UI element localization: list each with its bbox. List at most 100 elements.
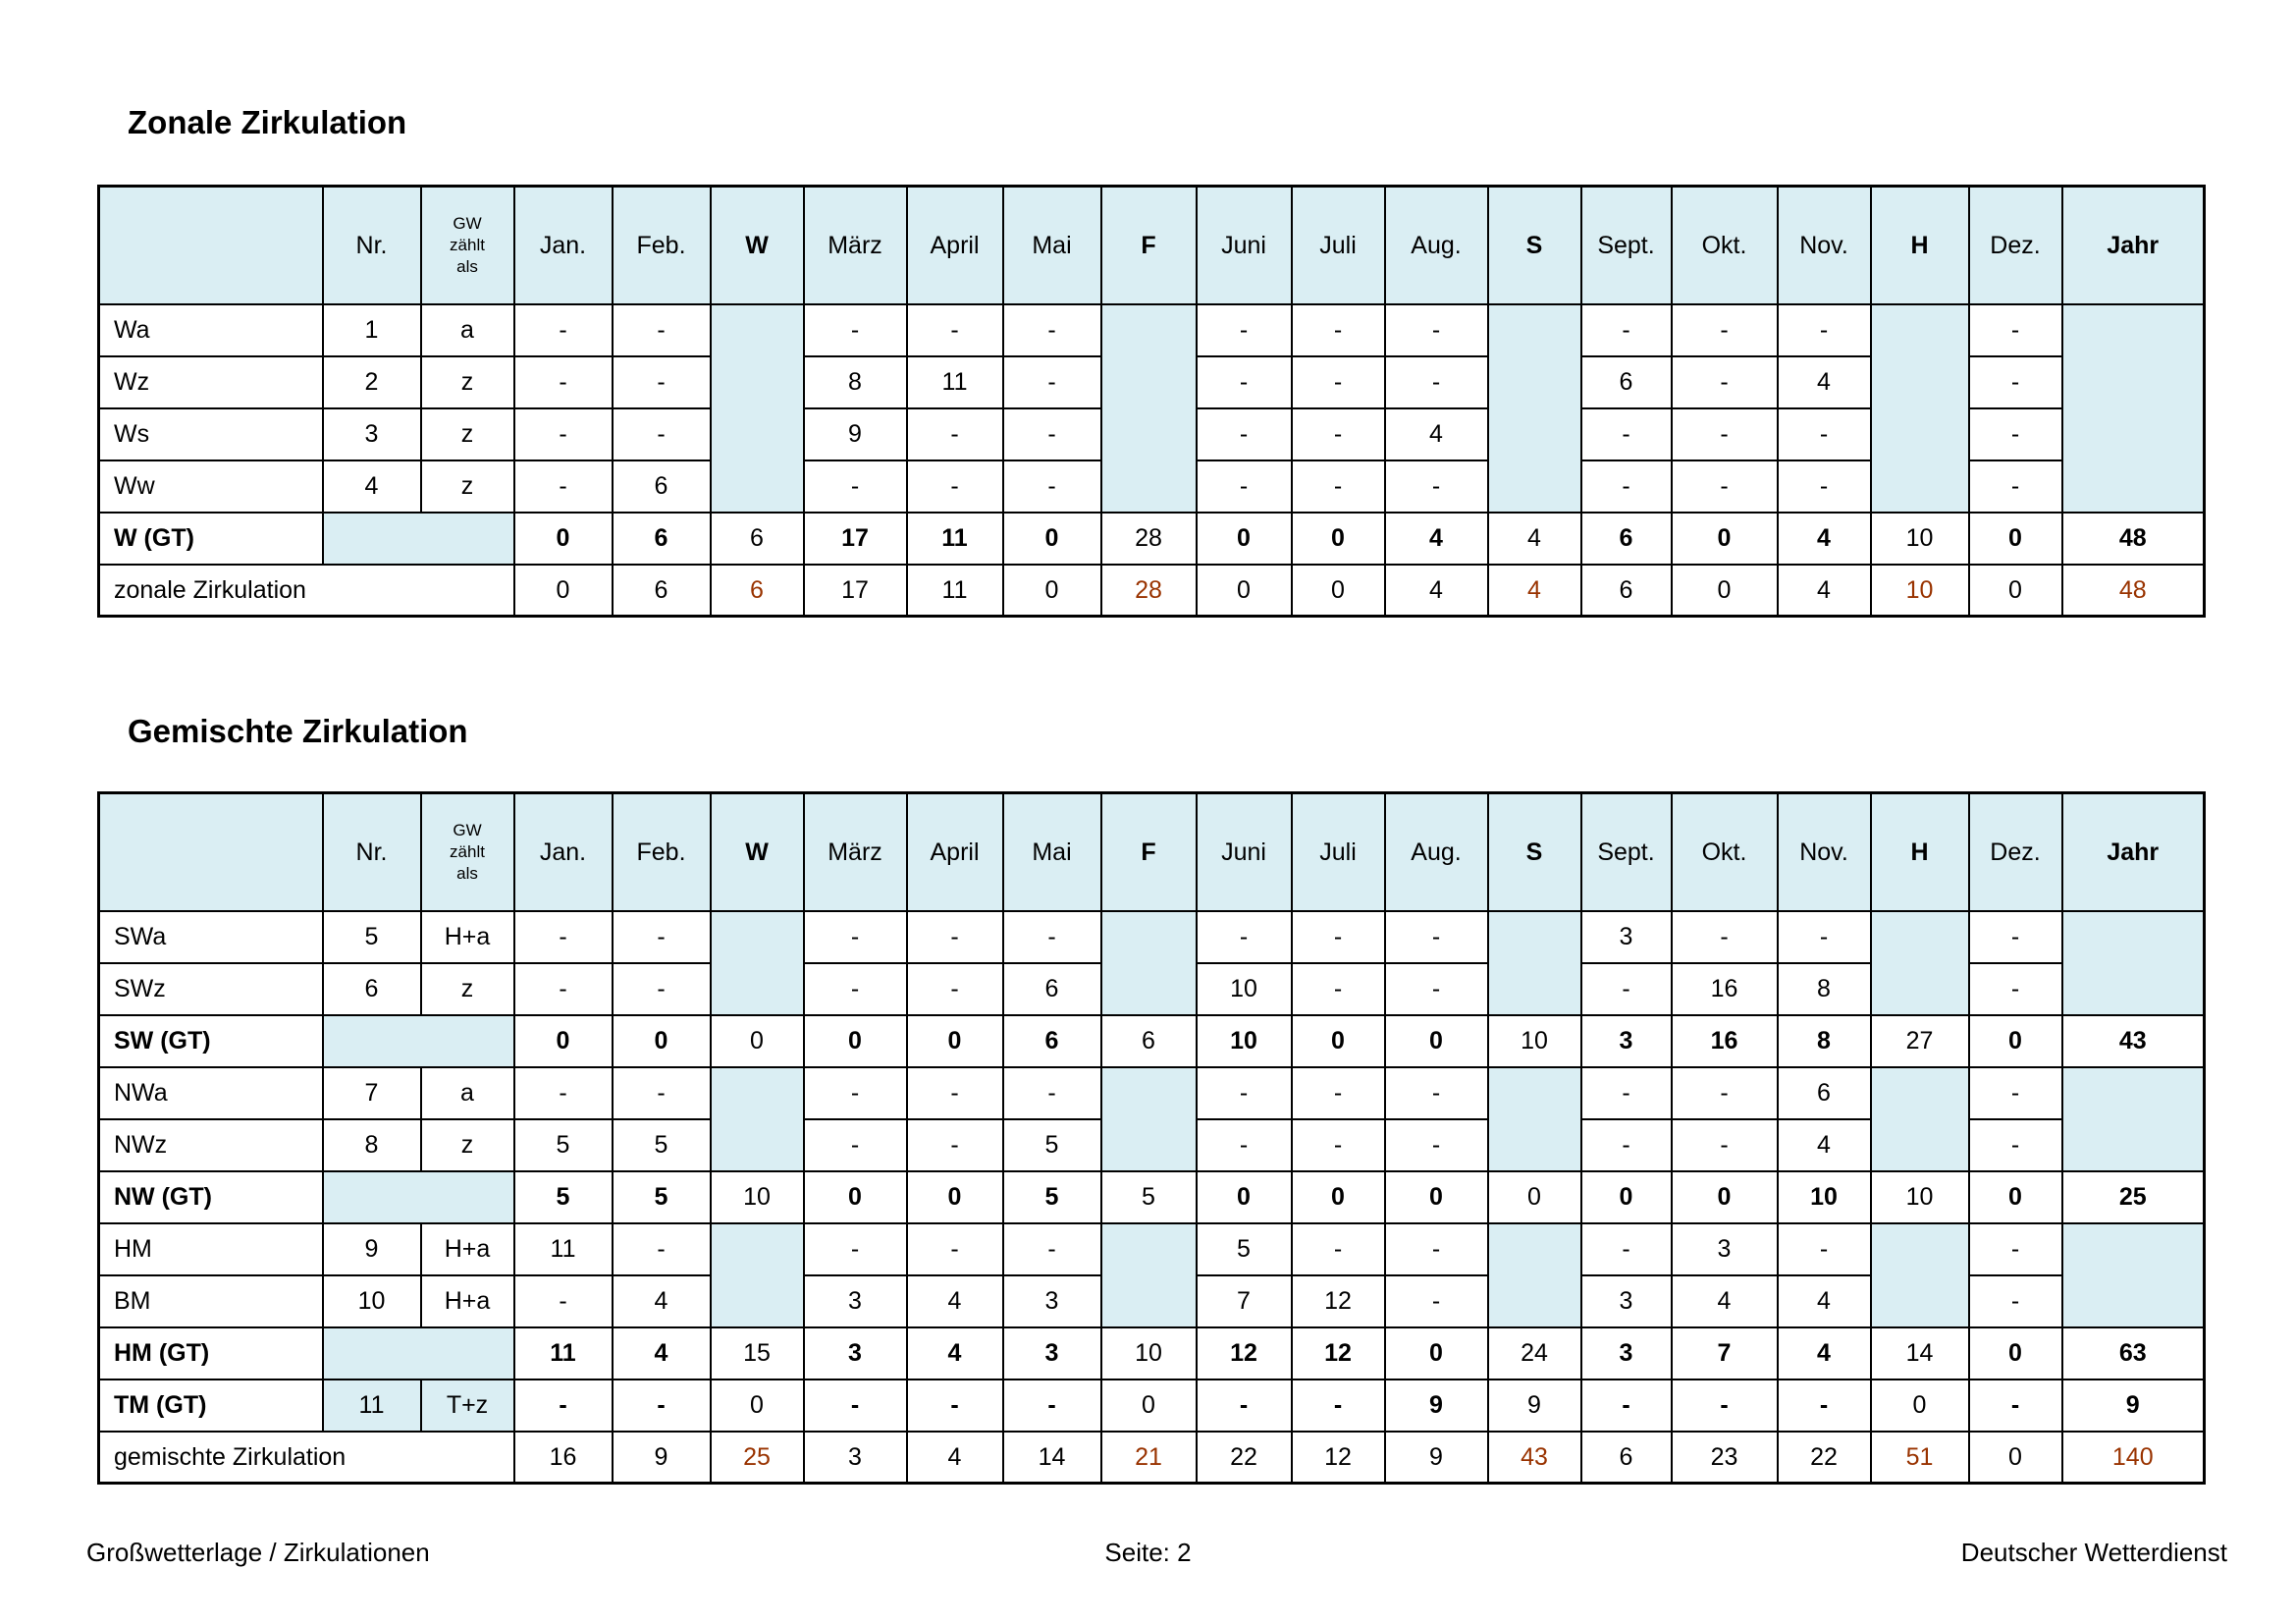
month-value-cell: - — [802, 459, 908, 514]
month-value-cell: 0 — [1670, 511, 1779, 566]
month-value-cell: 3 — [1670, 1221, 1779, 1276]
month-value-cell: - — [905, 909, 1004, 964]
season-value-cell: 10 — [1486, 1013, 1582, 1068]
section-title-gemischte: Gemischte Zirkulation — [128, 713, 468, 749]
jahr-spacer-cell — [2060, 909, 2206, 1016]
month-value-cell: - — [1776, 406, 1872, 461]
month-value-cell: - — [1290, 909, 1386, 964]
month-value-cell: 17 — [802, 563, 908, 618]
month-value-cell: - — [1579, 961, 1673, 1016]
month-value-cell: 0 — [1967, 563, 2063, 618]
nr-gw-spacer-cell — [321, 1013, 515, 1068]
month-value-cell: - — [1776, 459, 1872, 514]
jahr-spacer-cell — [2060, 302, 2206, 514]
month-value-cell: 8 — [1776, 1013, 1872, 1068]
nr-cell: 1 — [321, 302, 422, 357]
section-title-zonale: Zonale Zirkulation — [128, 104, 407, 140]
month-value-cell: - — [802, 1221, 908, 1276]
month-value-cell: 9 — [611, 1430, 712, 1485]
col-header-feb: Feb. — [611, 185, 712, 305]
col-header-mai: Mai — [1001, 185, 1102, 305]
col-header-dez: Dez. — [1967, 791, 2063, 912]
month-value-cell: 4 — [611, 1273, 712, 1328]
month-value-cell: - — [1967, 961, 2063, 1016]
month-value-cell: 0 — [802, 1169, 908, 1224]
season-spacer-cell — [1486, 909, 1582, 1016]
month-value-cell: 10 — [1776, 1169, 1872, 1224]
season-spacer-cell — [1869, 1221, 1970, 1328]
month-value-cell: 4 — [1776, 511, 1872, 566]
month-value-cell: 6 — [1579, 563, 1673, 618]
month-value-cell: 22 — [1776, 1430, 1872, 1485]
month-value-cell: - — [1776, 909, 1872, 964]
month-value-cell: 0 — [802, 1013, 908, 1068]
month-value-cell: - — [1967, 406, 2063, 461]
nr-cell: 11 — [321, 1378, 422, 1433]
month-value-cell: - — [905, 1117, 1004, 1172]
season-value-cell: 14 — [1869, 1325, 1970, 1380]
month-value-cell: - — [1967, 302, 2063, 357]
gemischte-table-container: Nr. GW zählt als Jan. Feb. W März April Mai F Juni J… — [97, 791, 2206, 1485]
season-value-cell: 28 — [1099, 511, 1198, 566]
nr-gw-spacer-cell — [321, 1325, 515, 1380]
month-value-cell: - — [1001, 406, 1102, 461]
month-value-cell: 3 — [802, 1325, 908, 1380]
month-value-cell: 4 — [1776, 1273, 1872, 1328]
row-label: BM — [97, 1273, 324, 1328]
row-label: NWz — [97, 1117, 324, 1172]
month-value-cell: - — [1670, 302, 1779, 357]
month-value-cell: - — [1579, 406, 1673, 461]
month-value-cell: - — [1579, 1221, 1673, 1276]
month-value-cell: 6 — [1579, 354, 1673, 409]
season-spacer-cell — [709, 1065, 805, 1172]
month-value-cell: 9 — [802, 406, 908, 461]
jahr-value-cell: 48 — [2060, 563, 2206, 618]
row-label: SW (GT) — [97, 1013, 324, 1068]
month-value-cell: - — [1290, 961, 1386, 1016]
month-value-cell: - — [1383, 302, 1489, 357]
month-value-cell: 0 — [905, 1013, 1004, 1068]
month-value-cell: 16 — [1670, 1013, 1779, 1068]
month-value-cell: - — [611, 354, 712, 409]
col-header-aug: Aug. — [1383, 185, 1489, 305]
month-value-cell: - — [1776, 1221, 1872, 1276]
header-row: Nr. GW zählt als Jan. Feb. W März April Mai F Juni J… — [97, 791, 2206, 912]
month-value-cell: - — [1383, 1221, 1489, 1276]
row-label: NWa — [97, 1065, 324, 1120]
month-value-cell: - — [611, 1221, 712, 1276]
col-header-h: H — [1869, 185, 1970, 305]
month-value-cell: - — [1967, 354, 2063, 409]
month-value-cell: - — [1967, 909, 2063, 964]
gw-header-line: GW — [453, 213, 482, 233]
month-value-cell: - — [1670, 909, 1779, 964]
col-header-juni: Juni — [1195, 185, 1293, 305]
col-header-okt: Okt. — [1670, 185, 1779, 305]
month-value-cell: - — [1967, 1221, 2063, 1276]
gw-cell: z — [419, 406, 515, 461]
month-value-cell: 8 — [1776, 961, 1872, 1016]
col-header-w: W — [709, 185, 805, 305]
col-header-f: F — [1099, 791, 1198, 912]
col-header-maerz: März — [802, 791, 908, 912]
table-row: Ww 4 z -6- - - - - - - - - - — [97, 459, 2205, 514]
month-value-cell: - — [802, 302, 908, 357]
month-value-cell: 4 — [1383, 406, 1489, 461]
col-header-april: April — [905, 185, 1004, 305]
table-row: HM 9 H+a 11- - - -5- - -3- - — [97, 1221, 2206, 1328]
month-value-cell: - — [611, 961, 712, 1016]
table-row: Ws 3 z - -9- - - -4- - - - — [97, 406, 2205, 461]
month-value-cell: - — [1776, 302, 1872, 357]
month-value-cell: 17 — [802, 511, 908, 566]
col-header-april: April — [905, 791, 1004, 912]
col-header-gw: GW zählt als — [419, 791, 515, 912]
footer-page-number: Seite: 2 — [1104, 1538, 1192, 1567]
season-value-cell: 0 — [709, 1378, 805, 1433]
month-value-cell: 5 — [611, 1117, 712, 1172]
month-value-cell: 6 — [1776, 1065, 1872, 1120]
nr-cell: 10 — [321, 1273, 422, 1328]
month-value-cell: 0 — [905, 1169, 1004, 1224]
gw-cell: z — [419, 1117, 515, 1172]
nr-cell: 9 — [321, 1221, 422, 1276]
month-value-cell: 0 — [1383, 1169, 1489, 1224]
month-value-cell: - — [802, 1378, 908, 1433]
